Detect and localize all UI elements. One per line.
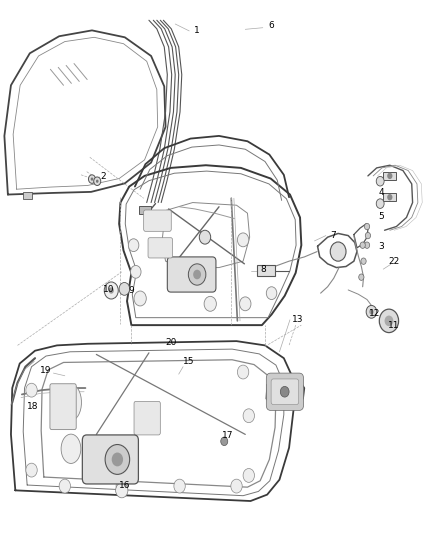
Text: 5: 5 [378, 212, 384, 221]
Circle shape [365, 232, 371, 239]
Bar [23, 192, 32, 199]
Text: 20: 20 [165, 338, 177, 346]
Circle shape [243, 409, 254, 423]
Text: 3: 3 [378, 242, 384, 251]
Circle shape [221, 437, 228, 446]
Circle shape [266, 287, 277, 300]
Circle shape [59, 479, 71, 493]
Circle shape [128, 239, 139, 252]
Circle shape [237, 233, 249, 247]
FancyBboxPatch shape [82, 435, 138, 484]
Text: 16: 16 [119, 481, 131, 489]
Circle shape [385, 316, 393, 326]
FancyBboxPatch shape [148, 238, 173, 258]
Circle shape [376, 176, 384, 186]
Text: 7: 7 [330, 231, 336, 240]
Circle shape [26, 463, 37, 477]
Circle shape [280, 386, 289, 397]
Circle shape [360, 242, 365, 248]
Circle shape [91, 177, 93, 181]
Text: 13: 13 [292, 316, 304, 324]
Bar [383, 172, 396, 180]
FancyBboxPatch shape [50, 384, 76, 430]
Circle shape [330, 242, 346, 261]
Circle shape [94, 177, 101, 185]
Circle shape [149, 239, 158, 249]
Text: 1: 1 [194, 27, 200, 35]
Circle shape [376, 199, 384, 208]
FancyBboxPatch shape [271, 379, 299, 405]
Circle shape [237, 365, 249, 379]
FancyBboxPatch shape [167, 257, 216, 292]
Circle shape [366, 305, 377, 318]
Circle shape [119, 282, 130, 295]
Ellipse shape [60, 384, 81, 421]
Text: 8: 8 [260, 265, 266, 273]
Text: 6: 6 [268, 21, 275, 30]
Circle shape [174, 479, 185, 493]
Text: 11: 11 [389, 321, 400, 329]
Circle shape [231, 479, 242, 493]
Text: 12: 12 [369, 309, 380, 318]
Text: 22: 22 [389, 257, 400, 265]
Circle shape [116, 483, 128, 498]
Circle shape [364, 242, 370, 248]
Ellipse shape [61, 434, 81, 463]
Text: 15: 15 [183, 357, 194, 366]
Circle shape [387, 173, 392, 179]
Circle shape [387, 194, 392, 200]
Circle shape [134, 291, 146, 306]
Circle shape [379, 309, 399, 333]
FancyBboxPatch shape [144, 210, 171, 231]
Text: 17: 17 [222, 432, 233, 440]
Circle shape [204, 296, 216, 311]
Text: 10: 10 [103, 286, 114, 294]
Circle shape [188, 264, 206, 285]
Circle shape [199, 230, 211, 244]
Circle shape [26, 383, 37, 397]
Circle shape [109, 287, 114, 294]
Circle shape [116, 479, 127, 493]
Circle shape [193, 270, 201, 279]
Circle shape [243, 469, 254, 482]
Circle shape [359, 274, 364, 280]
Text: 2: 2 [100, 173, 106, 181]
Circle shape [240, 297, 251, 311]
Circle shape [88, 175, 95, 183]
Circle shape [131, 265, 141, 278]
Text: 9: 9 [128, 286, 134, 295]
Text: 4: 4 [378, 189, 384, 197]
Circle shape [364, 223, 370, 230]
Text: 18: 18 [27, 402, 39, 410]
Bar [257, 265, 275, 276]
Circle shape [369, 309, 374, 314]
Circle shape [96, 180, 99, 183]
Circle shape [104, 282, 118, 299]
Circle shape [361, 258, 366, 264]
Circle shape [112, 453, 123, 466]
FancyBboxPatch shape [266, 373, 304, 410]
Bar [383, 193, 396, 201]
Bar [139, 206, 151, 214]
Text: 19: 19 [40, 366, 52, 375]
FancyBboxPatch shape [134, 401, 160, 435]
Circle shape [105, 445, 130, 474]
